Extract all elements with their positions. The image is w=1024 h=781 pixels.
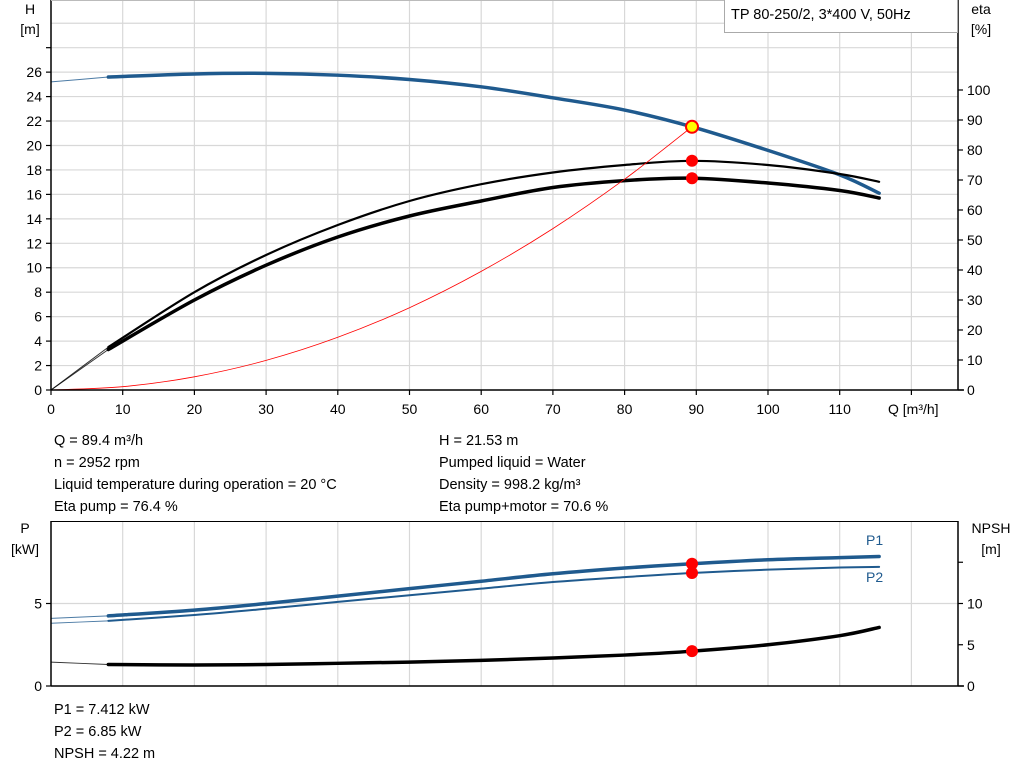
x-tick-label: 70 xyxy=(545,401,561,417)
x-tick-label: 30 xyxy=(258,401,274,417)
bottom-left-tick-label: 5 xyxy=(34,596,42,612)
eta-pump-curve xyxy=(107,159,881,349)
npsh-value: NPSH = 4.22 m xyxy=(54,746,156,762)
top-left-tick-label: 4 xyxy=(34,333,42,349)
x-tick-label: 100 xyxy=(756,401,780,417)
top-right-tick-label: 10 xyxy=(967,352,983,368)
duty-point-marker xyxy=(685,154,698,167)
chart-axes: 0246810121416182022242601020304050607080… xyxy=(26,0,991,694)
top-left-tick-label: 10 xyxy=(26,260,42,276)
system-curve-curve xyxy=(50,126,693,391)
top-right-tick-label: 100 xyxy=(967,82,991,98)
top-left-tick-label: 0 xyxy=(34,382,42,398)
bottom-y-right-label-2: [m] xyxy=(981,541,1000,557)
bottom-y-left-label-1: P xyxy=(20,520,29,536)
top-left-tick-label: 6 xyxy=(34,309,42,325)
flow-value: Q = 89.4 m³/h xyxy=(54,433,144,449)
duty-point-marker xyxy=(685,566,698,579)
bottom-left-tick-label: 0 xyxy=(34,678,42,694)
p2-value: P2 = 6.85 kW xyxy=(54,724,142,740)
density-value: Density = 998.2 kg/m³ xyxy=(439,477,581,493)
h-curve xyxy=(106,71,881,195)
duty-point-marker xyxy=(684,119,699,134)
top-right-tick-label: 80 xyxy=(967,142,983,158)
x-tick-label: 90 xyxy=(689,401,705,417)
bottom-chart-curves xyxy=(50,554,881,667)
bottom-right-tick-label: 0 xyxy=(967,678,975,694)
legend-box xyxy=(724,0,958,33)
duty-point-marker xyxy=(685,645,698,658)
p1-value: P1 = 7.412 kW xyxy=(54,702,150,718)
top-left-tick-label: 2 xyxy=(34,358,42,374)
p1-curve-extension xyxy=(50,615,109,619)
npsh-curve xyxy=(106,625,881,667)
p2-curve-extension xyxy=(50,620,109,624)
top-x-axis-label: Q [m³/h] xyxy=(888,401,939,417)
top-right-tick-label: 50 xyxy=(967,232,983,248)
top-right-tick-label: 70 xyxy=(967,172,983,188)
top-y-left-label-1: H xyxy=(25,1,35,17)
top-y-left-label-2: [m] xyxy=(20,21,39,37)
eta-pump-motor-value: Eta pump+motor = 70.6 % xyxy=(439,499,609,515)
top-right-tick-label: 90 xyxy=(967,112,983,128)
top-left-tick-label: 16 xyxy=(26,186,42,202)
top-left-tick-label: 18 xyxy=(26,162,42,178)
duty-point-marker xyxy=(685,557,698,570)
bottom-right-tick-label: 5 xyxy=(967,637,975,653)
pumped-liquid-value: Pumped liquid = Water xyxy=(439,455,586,471)
top-right-tick-label: 20 xyxy=(967,322,983,338)
duty-point-marker xyxy=(685,172,698,185)
top-y-right-label-2: [%] xyxy=(971,21,991,37)
bottom-y-left-label-2: [kW] xyxy=(11,541,39,557)
duty-info-left: Q = 89.4 m³/h n = 2952 rpm Liquid temper… xyxy=(54,430,337,518)
eta-pump-motor-curve xyxy=(106,176,881,352)
top-y-right-label-1: eta xyxy=(971,1,991,17)
top-left-tick-label: 14 xyxy=(26,211,42,227)
duty-info-right: H = 21.53 m Pumped liquid = Water Densit… xyxy=(439,430,608,518)
top-left-tick-label: 22 xyxy=(26,113,42,129)
eta-pump-motor-curve-extension xyxy=(50,349,109,391)
top-right-tick-label: 60 xyxy=(967,202,983,218)
bottom-right-tick-label: 10 xyxy=(967,596,983,612)
p2-series-label: P2 xyxy=(866,569,883,585)
p1-curve xyxy=(106,554,881,618)
top-left-tick-label: 12 xyxy=(26,235,42,251)
bottom-y-right-label-1: NPSH xyxy=(972,520,1011,536)
npsh-curve-extension xyxy=(50,661,109,666)
top-chart-grid xyxy=(51,0,958,390)
p2-curve xyxy=(107,565,881,622)
x-tick-label: 80 xyxy=(617,401,633,417)
x-tick-label: 50 xyxy=(402,401,418,417)
top-left-tick-label: 26 xyxy=(26,64,42,80)
x-tick-label: 20 xyxy=(187,401,203,417)
p1-series-label: P1 xyxy=(866,532,883,548)
top-left-tick-label: 8 xyxy=(34,284,42,300)
power-info: P1 = 7.412 kW P2 = 6.85 kW NPSH = 4.22 m xyxy=(54,699,155,765)
x-tick-label: 10 xyxy=(115,401,131,417)
top-chart-curves xyxy=(50,71,881,391)
head-value: H = 21.53 m xyxy=(439,433,519,449)
h-curve-extension xyxy=(50,76,109,83)
top-left-tick-label: 20 xyxy=(26,137,42,153)
x-tick-label: 60 xyxy=(473,401,489,417)
eta-pump-value: Eta pump = 76.4 % xyxy=(54,499,178,515)
liquid-temperature-value: Liquid temperature during operation = 20… xyxy=(54,477,337,493)
x-tick-label: 0 xyxy=(47,401,55,417)
legend-box-text: TP 80-250/2, 3*400 V, 50Hz xyxy=(731,7,911,23)
x-tick-label: 40 xyxy=(330,401,346,417)
top-right-tick-label: 30 xyxy=(967,292,983,308)
speed-value: n = 2952 rpm xyxy=(54,455,140,471)
top-right-tick-label: 40 xyxy=(967,262,983,278)
top-right-tick-label: 0 xyxy=(967,382,975,398)
top-left-tick-label: 24 xyxy=(26,89,42,105)
bottom-chart-grid xyxy=(51,521,958,686)
x-tick-label: 110 xyxy=(829,401,852,417)
